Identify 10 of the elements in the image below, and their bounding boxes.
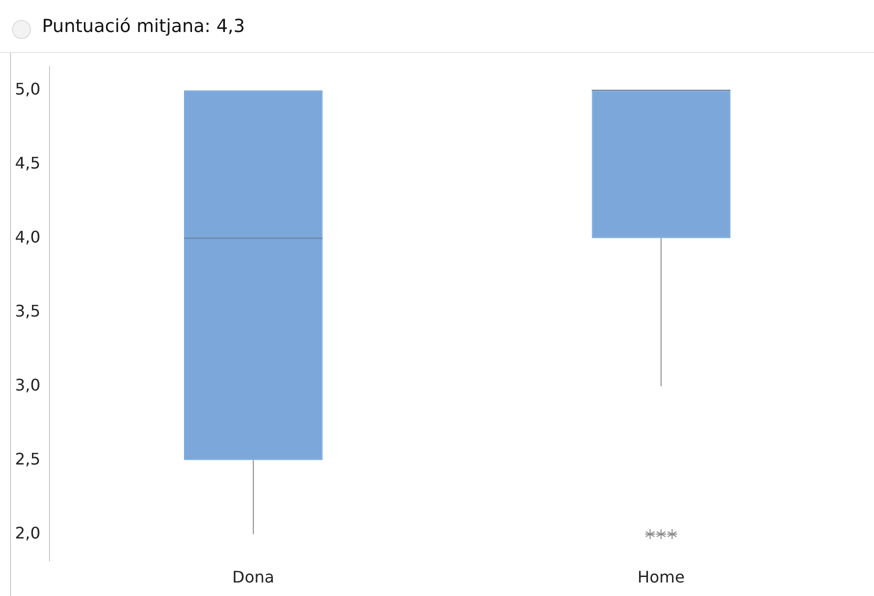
y-tick-label: 2,5 [14, 449, 40, 468]
chart-title: Puntuació mitjana: 4,3 [42, 16, 245, 37]
y-tick-label: 4,5 [14, 153, 40, 172]
y-tick-label: 4,0 [14, 227, 40, 246]
y-tick-label: 2,0 [14, 523, 40, 542]
x-tick-label: Home [637, 568, 685, 587]
y-tick-label: 5,0 [14, 79, 40, 98]
y-tick-label: 3,5 [14, 301, 40, 320]
y-tick-label: 3,0 [14, 375, 40, 394]
x-tick-label: Dona [232, 568, 274, 587]
